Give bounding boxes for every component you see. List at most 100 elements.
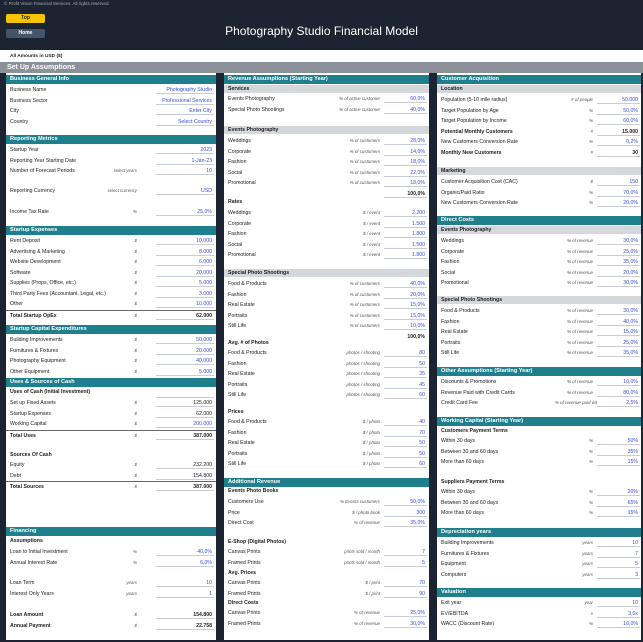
param-value[interactable]: 35,0%	[597, 349, 640, 357]
param-value[interactable]: 150	[597, 178, 640, 186]
param-value[interactable]: 5	[597, 560, 640, 568]
param-value[interactable]: 30,0%	[597, 279, 640, 287]
param-value[interactable]: USD	[156, 187, 214, 195]
param-value[interactable]: 20,0%	[384, 290, 427, 299]
param-value[interactable]: Photography Studio	[156, 86, 214, 94]
param-value[interactable]: 10	[597, 539, 640, 547]
page-title: Photography Studio Financial Model	[225, 24, 418, 38]
param-value[interactable]: 3,0x	[597, 609, 640, 618]
top-button[interactable]: Top	[6, 14, 45, 23]
param-value[interactable]: 10,0%	[597, 620, 640, 628]
param-value[interactable]: 7	[384, 548, 427, 556]
param-value[interactable]: 1.800	[384, 251, 427, 259]
param-value[interactable]: 3.000	[156, 289, 214, 298]
param-value[interactable]: 10	[156, 167, 214, 175]
param-value[interactable]: 50,0%	[597, 106, 640, 115]
param-value[interactable]: 50	[384, 439, 427, 447]
param-value[interactable]: 20.000	[156, 268, 214, 277]
param-value[interactable]: 1	[156, 590, 214, 598]
param-value[interactable]: 5.000	[156, 367, 214, 376]
param-value[interactable]: Enter City	[156, 107, 214, 115]
param-value[interactable]: 60,0%	[384, 95, 427, 103]
param-value[interactable]: 25,0%	[384, 609, 427, 617]
param-value[interactable]: 5	[384, 558, 427, 567]
param-value[interactable]: 60	[384, 460, 427, 468]
param-value[interactable]: 30,0%	[597, 237, 640, 245]
param-value[interactable]: 6,0%	[156, 558, 214, 567]
param-value[interactable]: 35,0%	[597, 258, 640, 266]
param-value[interactable]: 35%	[597, 447, 640, 456]
param-value[interactable]: 0,2%	[597, 138, 640, 146]
param-value[interactable]: Professional Services	[156, 96, 214, 105]
param-value[interactable]: 10,0%	[384, 322, 427, 330]
param-value[interactable]: 1-Jan-23	[156, 156, 214, 165]
param-value[interactable]: 80	[384, 349, 427, 357]
param-value[interactable]: Select Country	[156, 117, 214, 126]
param-value[interactable]: 40,0%	[384, 280, 427, 288]
param-value[interactable]: 20,0%	[597, 199, 640, 207]
param-value[interactable]: 35,0%	[384, 519, 427, 527]
param-value[interactable]: 2023	[156, 146, 214, 154]
param-value[interactable]: 18,0%	[384, 179, 427, 187]
param-value[interactable]: 35	[384, 370, 427, 378]
param-value[interactable]: 40.000	[156, 357, 214, 365]
param-value[interactable]: 40,0%	[597, 317, 640, 326]
param-value[interactable]: 2,5%	[597, 399, 640, 407]
param-value[interactable]: 28,0%	[384, 137, 427, 145]
param-value[interactable]: 5.000	[156, 279, 214, 287]
param-value[interactable]: 50,0%	[384, 498, 427, 506]
param-value[interactable]: 15,0%	[597, 328, 640, 336]
param-value[interactable]: 8.000	[156, 247, 214, 256]
param-value[interactable]: 70	[384, 579, 427, 587]
param-value[interactable]: 60,0%	[597, 117, 640, 125]
param-value[interactable]: 20,0%	[597, 268, 640, 277]
param-value[interactable]: 20.000	[156, 346, 214, 355]
param-value[interactable]: 65%	[597, 498, 640, 507]
home-button[interactable]: Home	[6, 29, 45, 38]
param-value[interactable]: 90	[384, 589, 427, 598]
param-value[interactable]: 70	[384, 428, 427, 437]
param-unit: % of customers	[349, 291, 380, 297]
param-value[interactable]: 1.500	[384, 240, 427, 249]
param-value[interactable]: 3	[597, 570, 640, 579]
param-value[interactable]: 6.000	[156, 258, 214, 266]
param-value[interactable]: 50	[384, 359, 427, 368]
param-value[interactable]: 40	[384, 418, 427, 426]
param-value[interactable]: 1.500	[384, 219, 427, 228]
param-value[interactable]: 10,0%	[597, 378, 640, 386]
param-value[interactable]: 18,0%	[384, 158, 427, 166]
param-value[interactable]: 25,0%	[597, 338, 640, 347]
param-value[interactable]: 300	[384, 508, 427, 517]
param-value[interactable]: 60	[384, 391, 427, 399]
param-value[interactable]: 25,0%	[597, 247, 640, 256]
param-value[interactable]: 15,0%	[384, 311, 427, 320]
param-value[interactable]: 20%	[597, 488, 640, 496]
param-label: Still Life	[228, 323, 247, 329]
param-value[interactable]: 50	[384, 449, 427, 458]
param-value[interactable]: 200.000	[156, 420, 214, 428]
param-value[interactable]: 15%	[597, 509, 640, 517]
param-value[interactable]: 7	[597, 549, 640, 558]
param-value[interactable]: 25,0%	[156, 208, 214, 216]
param-value[interactable]: 30,0%	[384, 619, 427, 628]
param-value[interactable]: 15%	[597, 458, 640, 466]
param-value[interactable]: 30,0%	[597, 307, 640, 315]
param-value[interactable]: 45	[384, 380, 427, 389]
param-value[interactable]: 10	[597, 599, 640, 607]
param-value[interactable]: 80,0%	[597, 388, 640, 397]
param-value[interactable]: 1.800	[384, 230, 427, 238]
param-value[interactable]: 10.000	[156, 237, 214, 245]
param-value[interactable]: 15,0%	[384, 301, 427, 309]
param-label: Still Life	[228, 461, 247, 467]
param-value[interactable]: 50.000	[156, 336, 214, 344]
param-value[interactable]: 14,0%	[384, 147, 427, 156]
param-value[interactable]: 40,0%	[384, 105, 427, 114]
param-value[interactable]: 40,0%	[156, 548, 214, 556]
param-value[interactable]: 50%	[597, 437, 640, 445]
param-value[interactable]: 2.200	[384, 209, 427, 217]
param-value[interactable]: 70,0%	[597, 188, 640, 197]
param-value[interactable]: 50.000	[597, 96, 640, 104]
param-value[interactable]: 10.000	[156, 300, 214, 308]
param-value[interactable]: 22,0%	[384, 168, 427, 177]
param-value[interactable]: 10	[156, 579, 214, 587]
